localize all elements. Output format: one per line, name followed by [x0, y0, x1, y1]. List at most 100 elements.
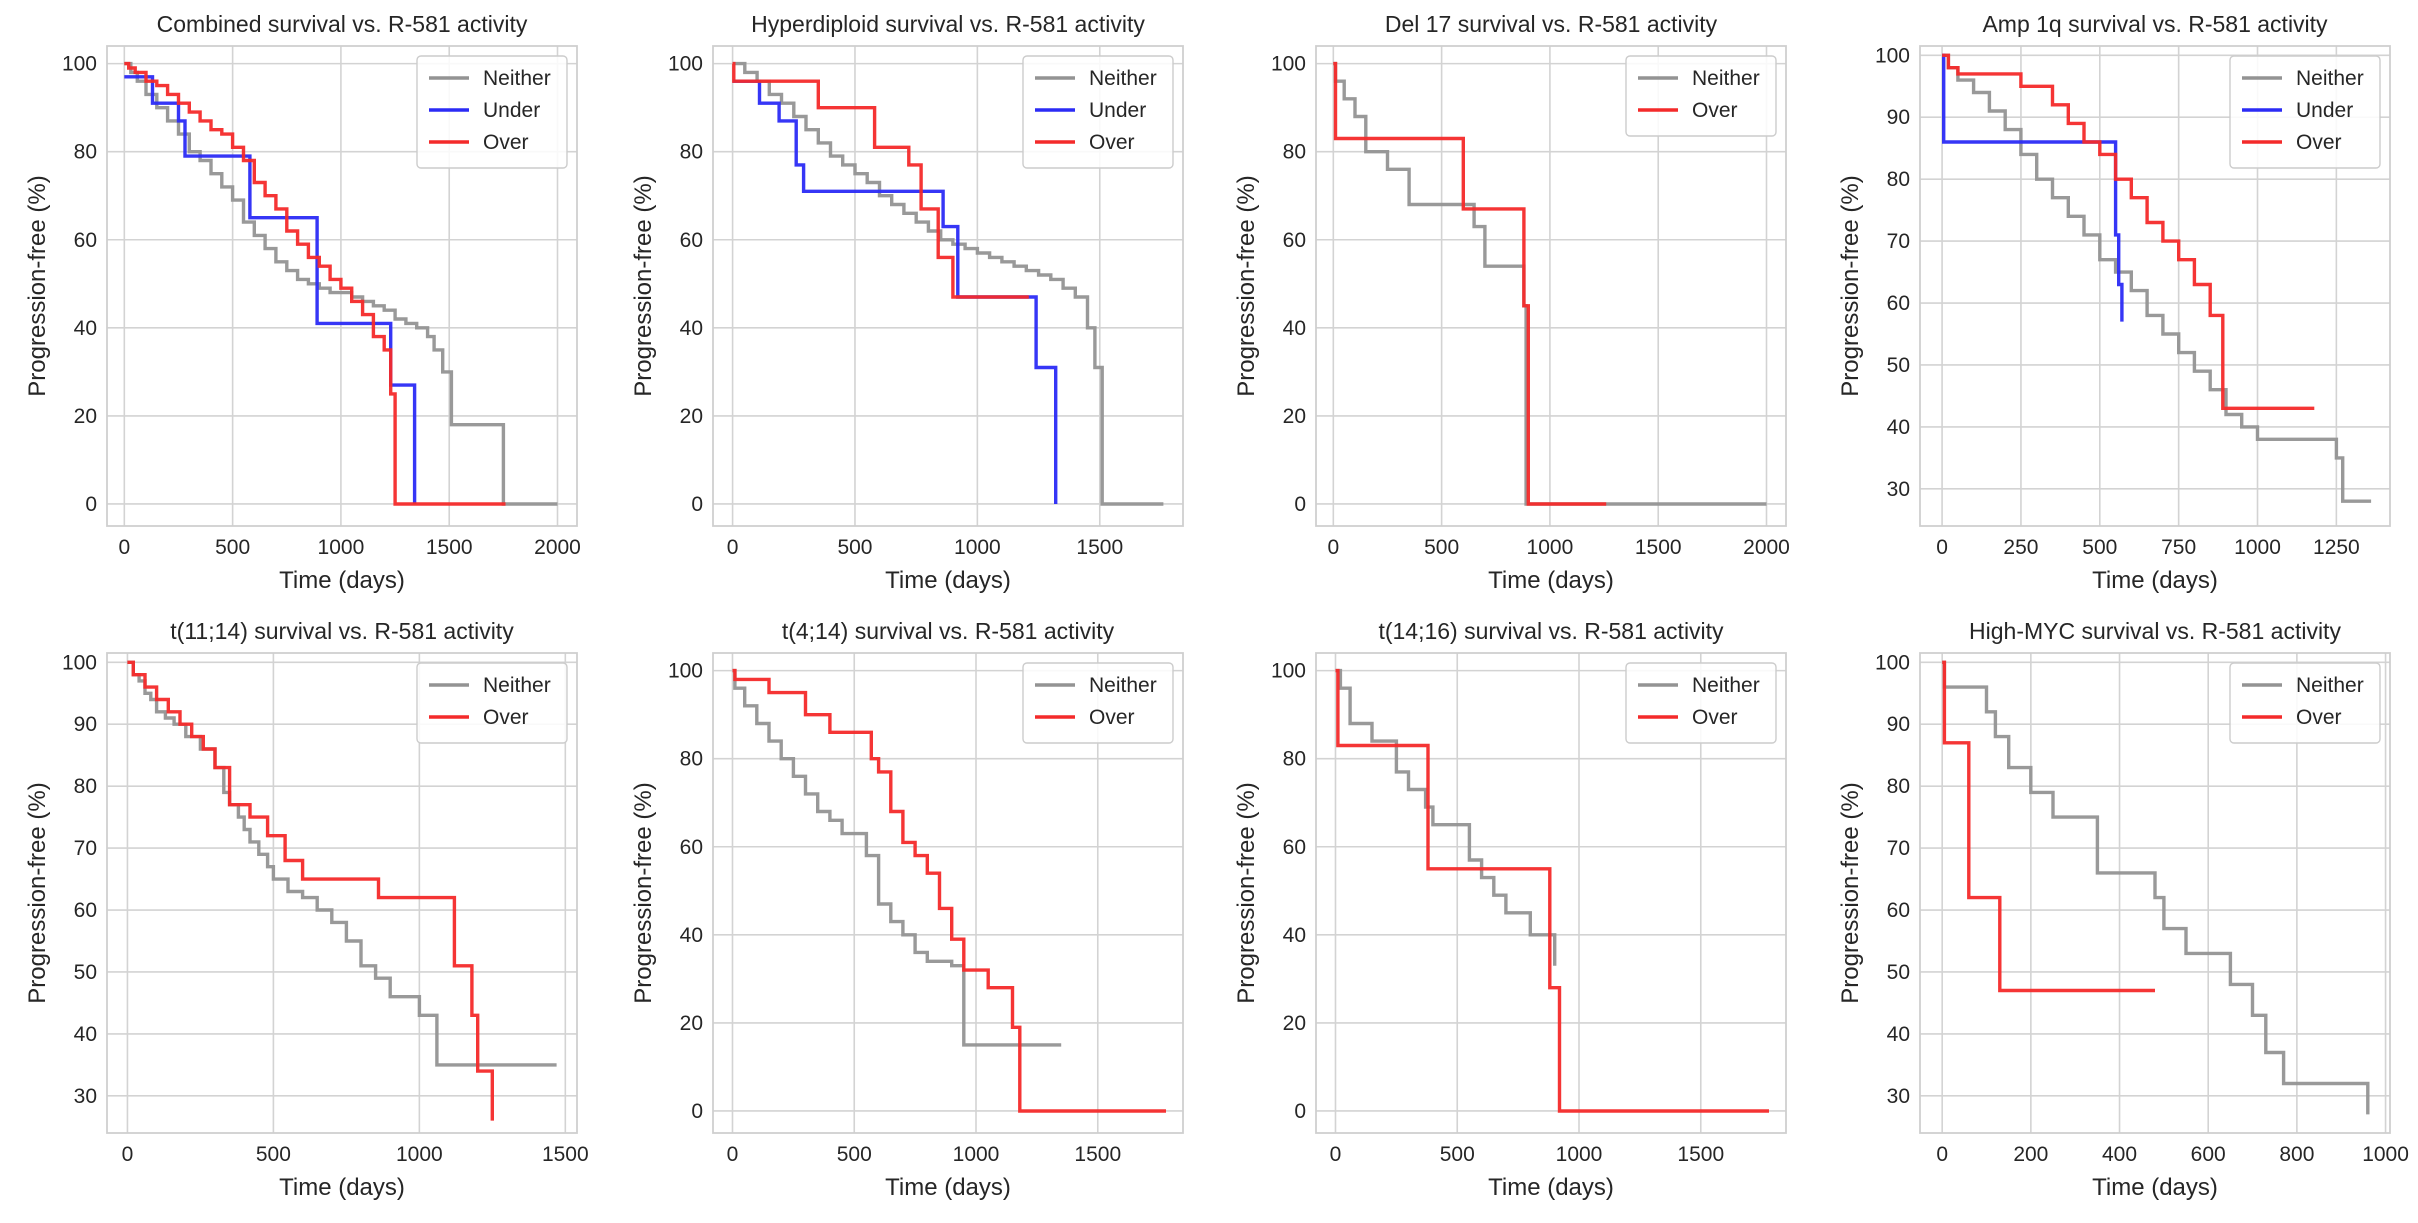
legend-box [2229, 55, 2381, 169]
y-tick-label: 40 [1887, 1023, 1910, 1046]
chart-title: High-MYC survival vs. R-581 activity [1969, 618, 2341, 644]
y-tick-label: 0 [691, 1100, 703, 1123]
legend-label-over: Over [1692, 99, 1738, 122]
x-tick-label: 0 [1327, 536, 1339, 559]
x-tick-label: 1000 [1556, 1143, 1603, 1166]
y-axis-label: Progression-free (%) [24, 175, 51, 396]
x-tick-label: 0 [122, 1143, 134, 1166]
chart-panel-7: 0 500 1000 1500 0 20 40 60 80 100 t(14;16) surviva… [1233, 618, 1787, 1201]
x-tick-label: 500 [1440, 1143, 1475, 1166]
y-tick-label: 100 [668, 53, 703, 76]
series-line-over [124, 61, 506, 506]
x-tick-label: 2000 [1743, 536, 1790, 559]
x-tick-label: 200 [2013, 1143, 2048, 1166]
series-line-neither [732, 61, 1164, 506]
legend-box [1625, 662, 1777, 744]
y-tick-label: 30 [1887, 478, 1910, 501]
chart-panel-2: 0 500 1000 1500 0 20 40 60 80 100 Hyperdiploid sur… [630, 11, 1184, 594]
legend-label-over: Over [2296, 706, 2342, 729]
y-tick-label: 100 [62, 53, 97, 76]
x-tick-label: 600 [2191, 1143, 2226, 1166]
plot-frame [712, 45, 1184, 527]
x-tick-label: 1000 [1527, 536, 1574, 559]
y-tick-label: 40 [680, 924, 703, 947]
y-tick-label: 80 [1283, 748, 1306, 771]
series-line-neither [1942, 660, 2370, 1115]
y-tick-label: 60 [1887, 899, 1910, 922]
y-tick-label: 0 [85, 493, 97, 516]
x-tick-label: 500 [215, 536, 250, 559]
y-tick-label: 100 [1875, 44, 1910, 67]
y-tick-label: 70 [1887, 230, 1910, 253]
plot-frame [106, 45, 578, 527]
x-tick-label: 0 [118, 536, 130, 559]
chart-panel-8: 0 200 400 600 800 1000 30 40 50 60 70 80 90 100 High-M… [1837, 618, 2409, 1201]
x-tick-label: 500 [837, 1143, 872, 1166]
series-line-neither [127, 660, 557, 1067]
series-line-neither [1335, 668, 1557, 966]
legend-label-over: Over [483, 131, 529, 154]
legend-label-neither: Neither [2296, 67, 2364, 90]
x-tick-label: 0 [1936, 536, 1948, 559]
legend-label-neither: Neither [1089, 674, 1157, 697]
x-tick-label: 250 [2003, 536, 2038, 559]
y-axis-label: Progression-free (%) [24, 782, 51, 1003]
series-line-over [127, 660, 494, 1121]
plot-frame [1919, 652, 2391, 1134]
legend-label-neither: Neither [1692, 674, 1760, 697]
legend-label-over: Over [1089, 131, 1135, 154]
legend-label-neither: Neither [483, 674, 551, 697]
plot-frame [1315, 45, 1787, 527]
chart-panel-4: 0 250 500 750 1000 1250 30 40 50 60 70 80 90 100 Amp 1… [1837, 11, 2391, 594]
y-tick-label: 0 [691, 493, 703, 516]
y-tick-label: 40 [74, 1023, 97, 1046]
y-tick-label: 50 [1887, 961, 1910, 984]
y-tick-label: 50 [74, 961, 97, 984]
series-line-over [1333, 61, 1607, 506]
y-tick-label: 60 [74, 229, 97, 252]
chart-panel-6: 0 500 1000 1500 0 20 40 60 80 100 t(4;14) survival… [630, 618, 1184, 1201]
x-axis-label: Time (days) [885, 567, 1011, 594]
legend-box [1022, 662, 1174, 744]
x-tick-label: 1000 [954, 536, 1001, 559]
legend-box [416, 662, 568, 744]
chart-panel-1: 0 500 1000 1500 2000 0 20 40 60 80 100 Combined sur… [24, 11, 581, 594]
y-tick-label: 100 [1271, 53, 1306, 76]
y-tick-label: 80 [74, 141, 97, 164]
x-axis-label: Time (days) [885, 1174, 1011, 1201]
y-tick-label: 100 [668, 660, 703, 683]
legend-label-neither: Neither [1692, 67, 1760, 90]
y-tick-label: 20 [1283, 1012, 1306, 1035]
x-tick-label: 1000 [396, 1143, 443, 1166]
chart-title: Del 17 survival vs. R-581 activity [1385, 11, 1718, 37]
y-tick-label: 80 [1887, 775, 1910, 798]
y-tick-label: 70 [1887, 837, 1910, 860]
x-tick-label: 1000 [2362, 1143, 2409, 1166]
x-tick-label: 0 [727, 536, 739, 559]
legend-box [1625, 55, 1777, 137]
y-tick-label: 40 [1283, 317, 1306, 340]
x-tick-label: 800 [2279, 1143, 2314, 1166]
y-tick-label: 90 [1887, 713, 1910, 736]
chart-panel-3: 0 500 1000 1500 2000 0 20 40 60 80 100 Del 17 survi… [1233, 11, 1790, 594]
y-tick-label: 80 [74, 775, 97, 798]
y-tick-label: 60 [1887, 292, 1910, 315]
series-line-over [732, 61, 1029, 299]
x-tick-label: 1000 [2234, 536, 2281, 559]
y-tick-label: 80 [680, 141, 703, 164]
y-tick-label: 30 [74, 1085, 97, 1108]
series-line-over [1335, 668, 1769, 1113]
x-axis-label: Time (days) [279, 1174, 405, 1201]
y-tick-label: 80 [680, 748, 703, 771]
x-tick-label: 1000 [953, 1143, 1000, 1166]
y-axis-label: Progression-free (%) [630, 782, 657, 1003]
x-tick-label: 1500 [426, 536, 473, 559]
series-line-neither [732, 668, 1062, 1047]
chart-title: t(11;14) survival vs. R-581 activity [170, 618, 514, 644]
legend-label-over: Over [1089, 706, 1135, 729]
x-tick-label: 0 [727, 1143, 739, 1166]
legend-box [416, 55, 568, 169]
x-tick-label: 1000 [318, 536, 365, 559]
y-tick-label: 60 [680, 836, 703, 859]
